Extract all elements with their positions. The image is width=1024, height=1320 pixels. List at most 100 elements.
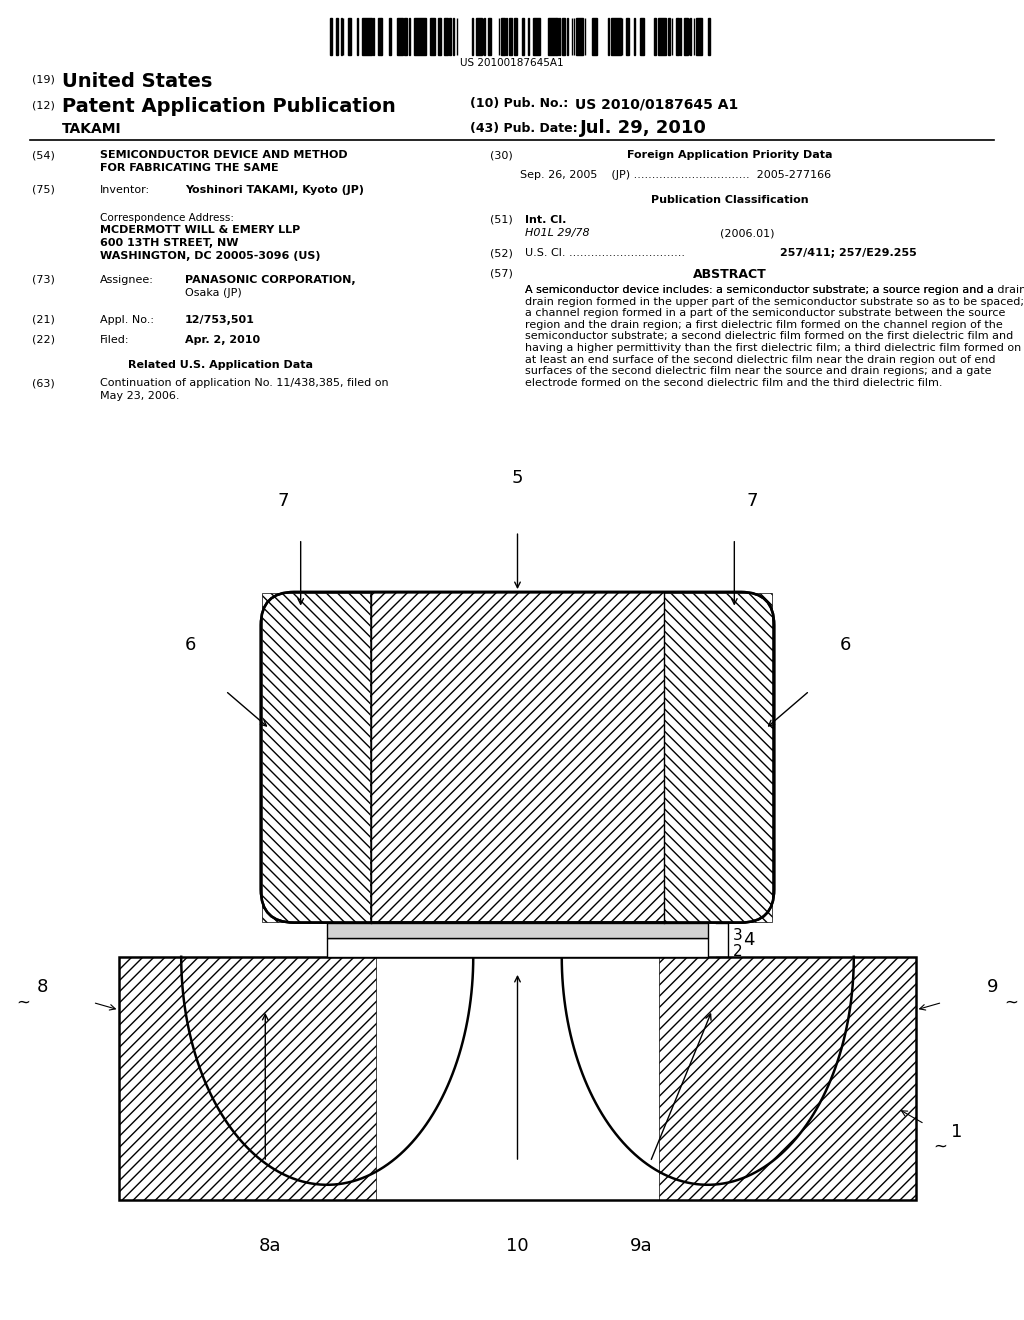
- Bar: [261, 591, 774, 923]
- Text: US 2010/0187645 A1: US 2010/0187645 A1: [575, 96, 738, 111]
- Bar: [664, 593, 772, 921]
- Bar: [532, 18, 540, 55]
- Text: TAKAMI: TAKAMI: [62, 121, 122, 136]
- Text: (51): (51): [490, 215, 513, 224]
- Text: (43) Pub. Date:: (43) Pub. Date:: [470, 121, 578, 135]
- Bar: [654, 18, 655, 55]
- Text: ABSTRACT: ABSTRACT: [693, 268, 767, 281]
- Text: 6: 6: [184, 636, 196, 655]
- Bar: [472, 18, 473, 55]
- Text: Appl. No.:: Appl. No.:: [100, 315, 154, 325]
- Bar: [388, 18, 391, 55]
- Text: H01L 29/78: H01L 29/78: [525, 228, 590, 238]
- Bar: [336, 18, 338, 55]
- Bar: [626, 18, 629, 55]
- Text: 1: 1: [951, 1122, 963, 1140]
- Bar: [378, 18, 381, 55]
- Bar: [430, 18, 435, 55]
- Text: (52): (52): [490, 248, 513, 257]
- Bar: [449, 18, 452, 55]
- Text: (19): (19): [32, 75, 55, 84]
- Text: 7: 7: [746, 492, 758, 510]
- Text: WASHINGTON, DC 20005-3096 (US): WASHINGTON, DC 20005-3096 (US): [100, 251, 321, 261]
- Text: Int. Cl.: Int. Cl.: [525, 215, 566, 224]
- Bar: [522, 18, 524, 55]
- Bar: [328, 937, 708, 957]
- Text: 10: 10: [506, 1237, 528, 1254]
- Text: Apr. 2, 2010: Apr. 2, 2010: [185, 335, 260, 345]
- Text: Inventor:: Inventor:: [100, 185, 151, 195]
- Text: (73): (73): [32, 275, 55, 285]
- Bar: [664, 593, 772, 921]
- Bar: [659, 957, 915, 1200]
- Bar: [668, 18, 670, 55]
- Text: (21): (21): [32, 315, 55, 325]
- Text: Publication Classification: Publication Classification: [651, 195, 809, 205]
- Text: U.S. Cl. ................................: U.S. Cl. ...............................…: [525, 248, 685, 257]
- Bar: [695, 18, 701, 55]
- Text: US 20100187645A1: US 20100187645A1: [460, 58, 564, 69]
- Bar: [502, 18, 506, 55]
- Text: 3: 3: [733, 928, 742, 944]
- Bar: [514, 18, 517, 55]
- Text: Assignee:: Assignee:: [100, 275, 154, 285]
- Text: FOR FABRICATING THE SAME: FOR FABRICATING THE SAME: [100, 162, 279, 173]
- Text: United States: United States: [62, 73, 212, 91]
- Bar: [690, 18, 691, 55]
- Text: A semiconductor device includes: a semiconductor substrate; a source region and : A semiconductor device includes: a semic…: [525, 285, 1024, 388]
- Text: Osaka (JP): Osaka (JP): [185, 288, 242, 298]
- Text: (63): (63): [32, 378, 54, 388]
- Text: (30): (30): [490, 150, 513, 160]
- Bar: [684, 18, 688, 55]
- Text: (22): (22): [32, 335, 55, 345]
- Text: 5: 5: [512, 469, 523, 487]
- Bar: [680, 18, 681, 55]
- Bar: [577, 18, 583, 55]
- Text: 12/753,501: 12/753,501: [185, 315, 255, 325]
- Bar: [611, 18, 621, 55]
- Text: (12): (12): [32, 100, 55, 110]
- Text: SEMICONDUCTOR DEVICE AND METHOD: SEMICONDUCTOR DEVICE AND METHOD: [100, 150, 347, 160]
- Bar: [592, 18, 597, 55]
- Bar: [262, 593, 371, 921]
- Text: 2: 2: [733, 944, 742, 958]
- Bar: [119, 957, 915, 1200]
- Bar: [119, 957, 376, 1200]
- Bar: [438, 18, 440, 55]
- Text: Continuation of application No. 11/438,385, filed on: Continuation of application No. 11/438,3…: [100, 378, 389, 388]
- Text: 6: 6: [840, 636, 851, 655]
- Text: Filed:: Filed:: [100, 335, 129, 345]
- Bar: [489, 18, 492, 55]
- Bar: [476, 18, 482, 55]
- Bar: [509, 18, 512, 55]
- Bar: [356, 18, 358, 55]
- Bar: [556, 18, 558, 55]
- Bar: [414, 18, 426, 55]
- Text: MCDERMOTT WILL & EMERY LLP: MCDERMOTT WILL & EMERY LLP: [100, 224, 300, 235]
- Text: (75): (75): [32, 185, 55, 195]
- Text: 8a: 8a: [258, 1237, 281, 1254]
- Text: PANASONIC CORPORATION,: PANASONIC CORPORATION,: [185, 275, 355, 285]
- Text: Jul. 29, 2010: Jul. 29, 2010: [580, 119, 707, 137]
- Text: 257/411; 257/E29.255: 257/411; 257/E29.255: [780, 248, 916, 257]
- Bar: [453, 18, 455, 55]
- Bar: [709, 18, 710, 55]
- Text: ~: ~: [1005, 994, 1018, 1011]
- Text: (10) Pub. No.:: (10) Pub. No.:: [470, 96, 568, 110]
- Text: 8: 8: [37, 978, 48, 997]
- Bar: [640, 18, 643, 55]
- Bar: [262, 593, 371, 921]
- Text: Related U.S. Application Data: Related U.S. Application Data: [128, 360, 312, 370]
- Text: Foreign Application Priority Data: Foreign Application Priority Data: [628, 150, 833, 160]
- Text: 7: 7: [278, 492, 289, 510]
- Bar: [676, 18, 679, 55]
- Bar: [397, 18, 402, 55]
- Text: 9: 9: [986, 978, 998, 997]
- Text: (2006.01): (2006.01): [720, 228, 774, 238]
- Text: Yoshinori TAKAMI, Kyoto (JP): Yoshinori TAKAMI, Kyoto (JP): [185, 185, 364, 195]
- Bar: [657, 18, 667, 55]
- Bar: [548, 18, 556, 55]
- Text: 600 13TH STREET, NW: 600 13TH STREET, NW: [100, 238, 239, 248]
- Bar: [328, 923, 708, 937]
- Text: ~: ~: [934, 1138, 947, 1156]
